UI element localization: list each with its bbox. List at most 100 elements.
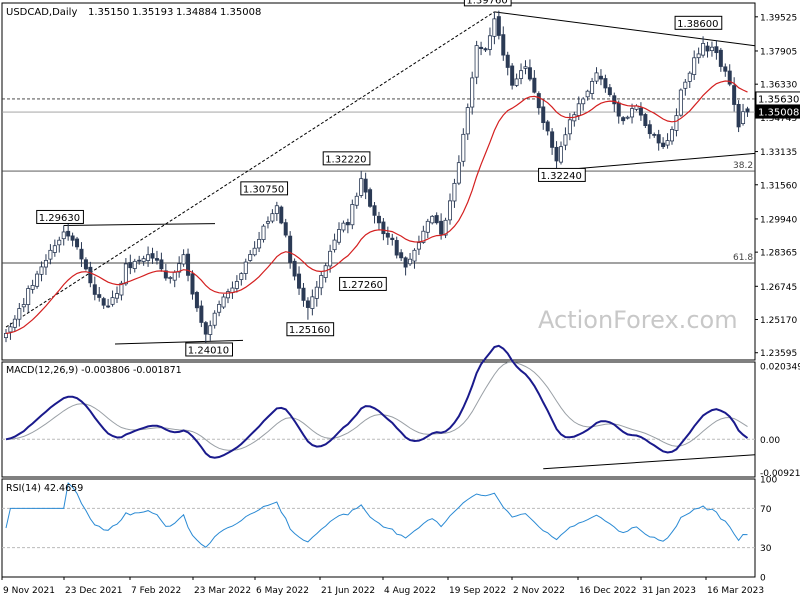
price-level-label-5: 1.29630 — [39, 213, 80, 224]
candle — [523, 60, 528, 75]
candle-body — [510, 65, 515, 86]
candle — [412, 248, 417, 269]
candle — [8, 322, 13, 340]
candle — [110, 290, 115, 307]
candle-body — [439, 220, 444, 235]
candle-body — [745, 108, 750, 113]
candle-body — [590, 80, 595, 94]
candle — [621, 116, 626, 125]
candle — [12, 315, 17, 332]
candle-body — [692, 57, 697, 75]
candle-body — [652, 133, 657, 136]
fib-label-0: 38.2 — [733, 161, 753, 171]
candle-body — [248, 254, 253, 261]
ohlc-value-3: 1.35008 — [220, 7, 261, 18]
candle-body — [412, 249, 417, 262]
candle — [443, 217, 448, 239]
candle — [408, 252, 413, 266]
candle-body — [328, 250, 333, 267]
candle-body — [381, 221, 386, 235]
candle-body — [12, 318, 17, 328]
candle — [70, 232, 75, 247]
price-tag-1: 1.35008 — [758, 108, 799, 119]
candle-body — [30, 285, 35, 290]
x-tick-label: 23 Dec 2021 — [65, 586, 123, 596]
candle-body — [665, 140, 670, 146]
candle — [323, 263, 328, 283]
candle-body — [425, 220, 430, 233]
candle — [643, 112, 648, 129]
price-level-label-4: 1.30750 — [243, 184, 284, 195]
y-tick-label: 1.34745 — [760, 114, 797, 124]
candle-body — [545, 121, 550, 132]
candle — [328, 244, 333, 273]
candle — [492, 11, 497, 45]
candle — [372, 202, 377, 224]
candle — [656, 129, 661, 151]
candle — [97, 286, 102, 302]
candle — [234, 275, 239, 293]
candle — [563, 127, 568, 151]
candle — [390, 233, 395, 246]
candle-body — [541, 106, 546, 124]
price-level-label-2-box — [322, 151, 371, 166]
candle — [88, 261, 93, 288]
candle-body — [115, 293, 120, 299]
candle-body — [514, 78, 519, 86]
candle-body — [479, 46, 484, 49]
candle — [203, 321, 208, 344]
candle — [319, 271, 324, 296]
fib-label-1: 61.8 — [733, 253, 753, 263]
candle — [92, 276, 97, 301]
candle — [35, 270, 40, 289]
price-level-label-3-box — [538, 167, 586, 182]
candle — [154, 250, 159, 265]
candle-body — [106, 305, 111, 308]
candle — [381, 218, 386, 241]
candle-body — [368, 189, 373, 207]
candle — [683, 79, 688, 96]
candle — [101, 296, 106, 309]
candle-body — [581, 98, 586, 105]
candle-body — [501, 34, 506, 56]
candle-body — [696, 53, 701, 59]
candle-body — [141, 258, 146, 262]
trendline-0 — [5, 11, 495, 328]
candle-body — [225, 291, 230, 299]
macd-trendline — [543, 454, 756, 470]
candle-body — [430, 215, 435, 224]
candle — [354, 192, 359, 209]
candle — [723, 63, 728, 77]
candle — [696, 47, 701, 64]
candle-body — [239, 273, 244, 280]
candle — [239, 272, 244, 286]
candle-body — [57, 239, 62, 246]
candle — [727, 64, 732, 87]
candle — [430, 215, 435, 225]
candle — [128, 254, 133, 275]
candle-body — [487, 35, 492, 50]
candle — [332, 233, 337, 253]
candle-body — [372, 205, 377, 216]
y-tick-label: 1.33135 — [760, 148, 797, 158]
candle-body — [452, 182, 457, 202]
price-level-label-2: 1.32220 — [325, 154, 366, 165]
x-tick-label: 19 Sep 2022 — [449, 586, 506, 596]
candle-body — [718, 49, 723, 67]
candle — [661, 137, 666, 149]
price-level-label-0-box — [463, 0, 512, 7]
candle — [225, 288, 230, 304]
trendline-2 — [556, 152, 756, 171]
candle-body — [279, 206, 284, 224]
candle — [479, 41, 484, 56]
candle — [194, 290, 199, 312]
trendline-1 — [494, 11, 756, 47]
candle — [461, 128, 466, 167]
candle — [359, 170, 364, 198]
candle-body — [172, 271, 177, 281]
candle — [603, 74, 608, 93]
candle-body — [465, 107, 470, 135]
candle — [115, 286, 120, 304]
rsi-tick-label: 30 — [760, 544, 772, 554]
candle — [243, 258, 248, 280]
